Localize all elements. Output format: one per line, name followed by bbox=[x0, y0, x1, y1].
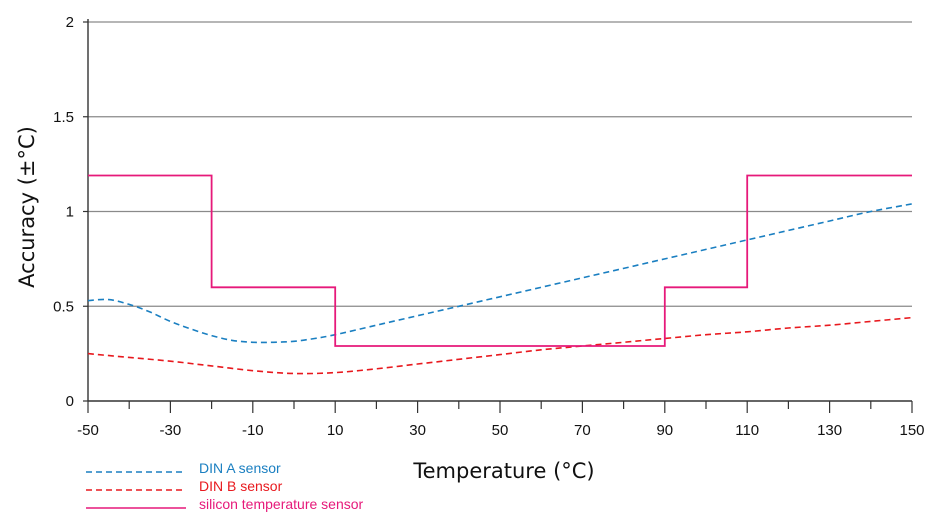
x-tick-label: 110 bbox=[735, 422, 759, 439]
series-lines bbox=[87, 174, 913, 375]
x-tick-label: 30 bbox=[409, 422, 426, 439]
y-tick-label: 0 bbox=[66, 393, 74, 410]
y-tick-label: 2 bbox=[66, 14, 74, 31]
y-tick-label: 1.5 bbox=[53, 109, 74, 126]
axes bbox=[83, 19, 913, 413]
x-tick-label: 130 bbox=[817, 422, 842, 439]
series-line-2 bbox=[87, 316, 913, 375]
series-line-3 bbox=[88, 174, 912, 347]
x-tick-label: 150 bbox=[899, 422, 924, 439]
x-tick-label: -50 bbox=[77, 422, 99, 439]
x-tick-label: 90 bbox=[656, 422, 673, 439]
legend-label: DIN A sensor bbox=[199, 460, 281, 476]
x-tick-label: 70 bbox=[574, 422, 591, 439]
series-line-1 bbox=[87, 203, 913, 344]
y-tick-label: 1 bbox=[66, 204, 74, 221]
x-tick-label: -30 bbox=[160, 422, 182, 439]
x-tick-label: -10 bbox=[242, 422, 264, 439]
legend-label: DIN B sensor bbox=[199, 478, 283, 494]
x-tick-label: 10 bbox=[327, 422, 344, 439]
y-axis-title: Accuracy (±°C) bbox=[15, 126, 39, 288]
x-axis-title: Temperature (°C) bbox=[412, 459, 594, 483]
legend: DIN A sensor DIN B sensor silicon temperat… bbox=[86, 460, 364, 512]
y-tick-label: 0.5 bbox=[53, 298, 74, 315]
tick-labels: 0 0.5 1 1.5 2 -50 -30 -10 10 30 50 70 90 110 130 150 bbox=[53, 14, 924, 439]
legend-label: silicon temperature sensor bbox=[199, 496, 364, 512]
x-tick-label: 50 bbox=[492, 422, 509, 439]
grid-lines bbox=[88, 21, 912, 307]
